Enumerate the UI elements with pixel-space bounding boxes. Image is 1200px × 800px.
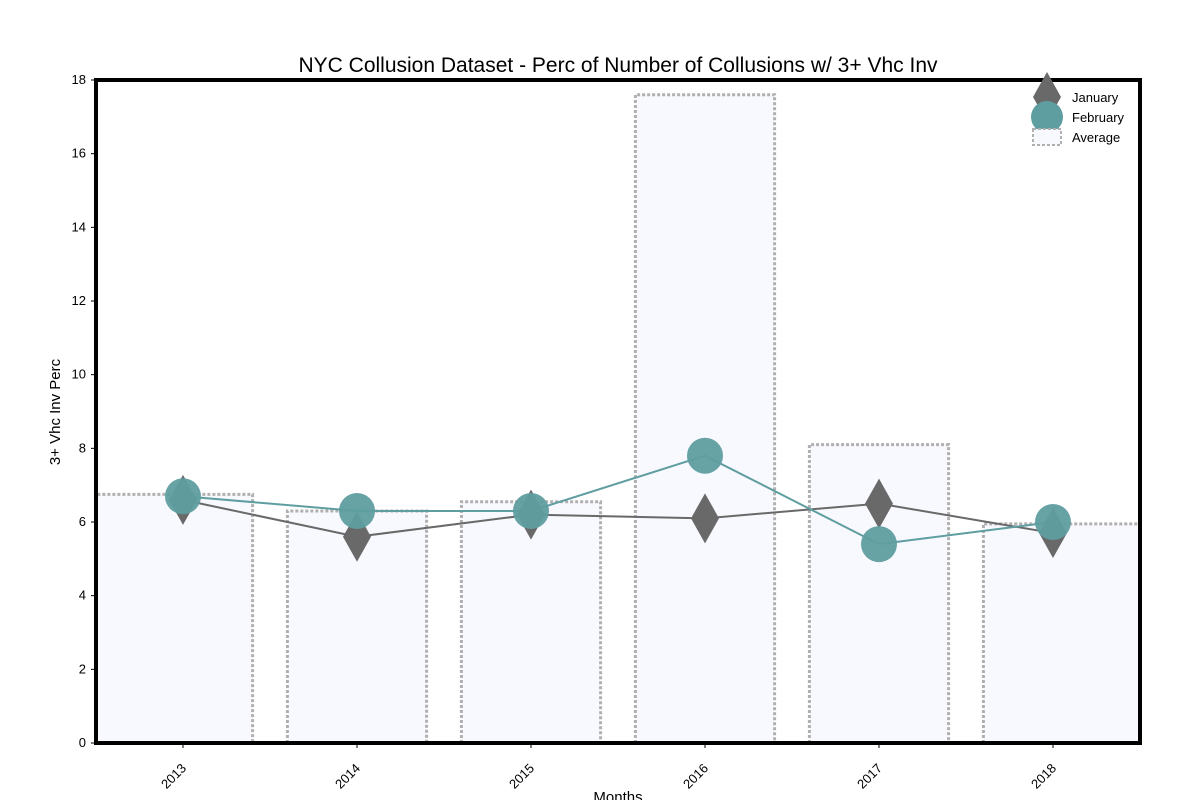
y-tick-label: 18 bbox=[72, 72, 86, 87]
average-bar bbox=[635, 94, 775, 743]
y-tick-label: 0 bbox=[79, 735, 86, 750]
x-tick-label: 2017 bbox=[854, 761, 885, 792]
marker-february bbox=[165, 478, 201, 515]
average-bar bbox=[96, 494, 253, 743]
y-tick-label: 10 bbox=[72, 367, 86, 382]
chart-title: NYC Collusion Dataset - Perc of Number o… bbox=[298, 54, 938, 77]
y-tick-label: 4 bbox=[79, 588, 86, 603]
marker-january bbox=[865, 478, 893, 529]
plot-frame bbox=[94, 78, 1142, 745]
x-tick-label: 2013 bbox=[158, 761, 189, 792]
marker-january bbox=[691, 493, 719, 544]
line-february bbox=[182, 454, 1054, 546]
marker-february bbox=[1035, 504, 1071, 540]
x-tick-label: 2016 bbox=[680, 761, 711, 792]
marker-february bbox=[861, 526, 897, 563]
legend-marker-february bbox=[1031, 101, 1063, 133]
x-tick-label: 2014 bbox=[332, 761, 363, 792]
average-bar bbox=[461, 501, 601, 743]
y-tick-label: 16 bbox=[72, 146, 86, 161]
marker-february bbox=[687, 437, 723, 474]
y-axis-label: 3+ Vhc Inv Perc bbox=[47, 358, 64, 465]
legend-label: Average bbox=[1072, 130, 1120, 145]
average-bar bbox=[983, 523, 1140, 743]
x-axis-label: Months bbox=[593, 789, 642, 800]
legend-label: February bbox=[1072, 110, 1125, 125]
y-tick-label: 8 bbox=[79, 440, 86, 455]
y-tick-label: 2 bbox=[79, 661, 86, 676]
legend-label: January bbox=[1072, 90, 1119, 105]
x-tick-label: 2018 bbox=[1028, 761, 1059, 792]
marker-february bbox=[513, 492, 549, 529]
y-tick-label: 12 bbox=[72, 293, 86, 308]
y-tick-label: 6 bbox=[79, 514, 86, 529]
average-bar-outline bbox=[633, 93, 777, 743]
x-tick-label: 2015 bbox=[506, 761, 537, 792]
y-tick-label: 14 bbox=[72, 219, 86, 234]
average-bar-outline bbox=[807, 443, 951, 743]
line-january bbox=[182, 498, 1054, 538]
legend-marker-average bbox=[1032, 128, 1062, 146]
marker-february bbox=[339, 492, 375, 529]
